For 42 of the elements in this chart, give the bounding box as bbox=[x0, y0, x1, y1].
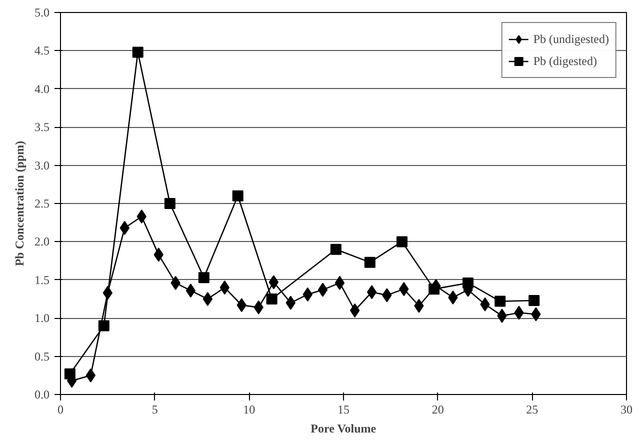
point bbox=[268, 275, 279, 290]
x-tick-label: 15 bbox=[338, 402, 350, 416]
point bbox=[286, 296, 296, 310]
y-tick-label: 0.5 bbox=[34, 349, 50, 364]
y-tick-label: 3.5 bbox=[34, 120, 50, 134]
x-tick-label: 20 bbox=[432, 402, 444, 416]
y-tick-label: 4.0 bbox=[34, 82, 50, 96]
x-tick-label: 30 bbox=[620, 402, 632, 416]
y-axis-title: Pb Concentration (ppm) bbox=[12, 140, 26, 266]
point bbox=[266, 294, 278, 304]
legend-label: Pb (digested) bbox=[533, 54, 597, 68]
y-tick-label: 2.0 bbox=[34, 234, 50, 249]
point bbox=[396, 236, 408, 248]
x-axis-title: Pore Volume bbox=[310, 422, 377, 436]
point bbox=[528, 295, 540, 306]
point bbox=[98, 320, 110, 332]
y-tick-label: 1.5 bbox=[34, 272, 50, 287]
y-tick-label: 1.0 bbox=[34, 311, 50, 326]
point bbox=[350, 303, 360, 318]
x-tick-label: 0 bbox=[58, 402, 64, 416]
point bbox=[318, 282, 328, 297]
point bbox=[366, 285, 377, 300]
legend-label: Pb (undigested) bbox=[533, 32, 609, 46]
x-tick-label: 5 bbox=[152, 402, 158, 416]
y-tick-label: 5.0 bbox=[34, 6, 50, 20]
y-tick-label: 2.5 bbox=[34, 196, 50, 210]
point bbox=[364, 256, 376, 268]
point bbox=[164, 198, 176, 209]
point bbox=[186, 284, 196, 298]
y-tick-label: 0.0 bbox=[34, 388, 50, 402]
x-tick-label: 10 bbox=[243, 402, 256, 416]
point bbox=[86, 368, 96, 382]
point bbox=[494, 296, 506, 307]
point bbox=[330, 244, 342, 255]
point bbox=[132, 46, 144, 58]
y-tick-label: 4.5 bbox=[34, 44, 50, 58]
point bbox=[232, 190, 244, 202]
x-tick-label: 25 bbox=[526, 402, 538, 416]
point bbox=[334, 276, 345, 290]
point bbox=[202, 292, 212, 306]
y-tick-label: 3.0 bbox=[34, 158, 50, 172]
point bbox=[198, 272, 210, 284]
